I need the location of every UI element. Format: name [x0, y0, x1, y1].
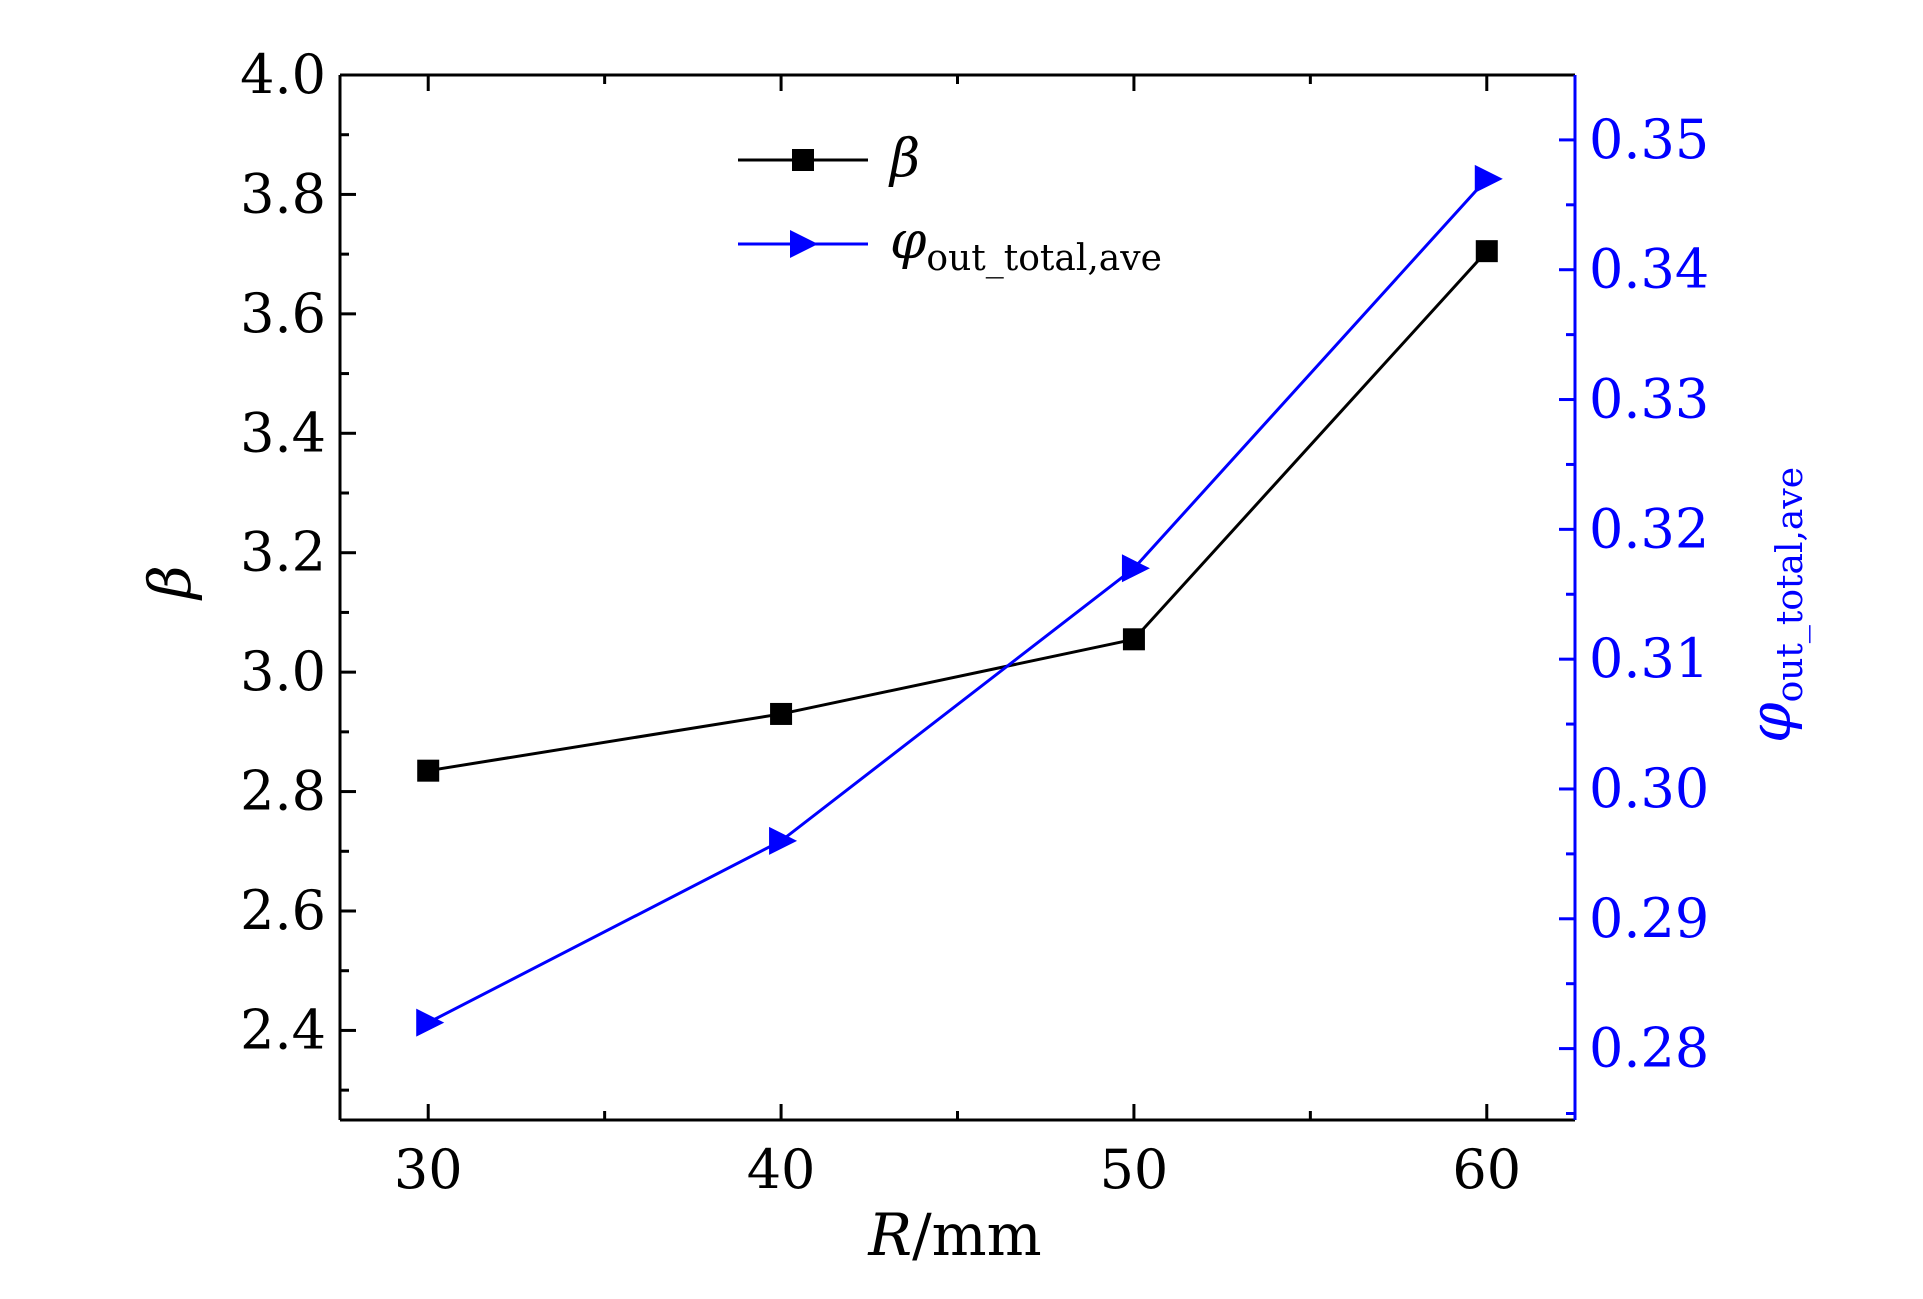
series-layer — [416, 164, 1503, 1037]
y-left-tick-label: 4.0 — [240, 43, 326, 106]
x-tick-label: 30 — [394, 1138, 463, 1201]
series-line-phi — [427, 177, 1488, 1024]
y-axis-right-title: φout_total,ave — [1736, 467, 1811, 743]
data-point-beta — [770, 702, 793, 725]
x-axis-title: R/mm — [867, 1201, 1041, 1269]
data-point-beta — [1475, 240, 1498, 263]
y-left-tick-label: 3.2 — [240, 521, 326, 584]
axes: 30 40 50 60 2.4 2.6 2.8 3.0 3.2 3.4 3.6 3.8 4.0 0.28 0… — [240, 43, 1709, 1201]
y-left-tick-label: 2.8 — [240, 760, 326, 823]
y-left-tick-label: 3.6 — [240, 282, 326, 345]
legend: β φout_total,ave — [738, 129, 1162, 279]
legend-label-beta: β — [888, 129, 920, 189]
legend-label-phi: φout_total,ave — [890, 211, 1162, 279]
legend-label-phi-sub: out_total,ave — [926, 238, 1161, 279]
series-line-beta — [427, 250, 1488, 773]
x-tick-label: 40 — [747, 1138, 816, 1201]
y-axis-left-title: β — [136, 565, 204, 601]
x-axis-title-var: R — [867, 1201, 912, 1269]
data-point-phi — [1121, 554, 1150, 583]
y-axis-right-title-sub: out_total,ave — [1770, 467, 1811, 702]
y-left-tick-label: 2.6 — [240, 879, 326, 942]
y-right-tick-label: 0.35 — [1589, 108, 1709, 171]
y-right-tick-label: 0.28 — [1589, 1017, 1709, 1080]
y-right-tick-label: 0.33 — [1589, 368, 1709, 431]
y-left-tick-label: 3.4 — [240, 401, 326, 464]
legend-label-phi-main: φ — [890, 211, 927, 271]
y-right-tick-label: 0.31 — [1589, 627, 1709, 690]
y-axis-right-title-main: φ — [1736, 702, 1804, 743]
data-point-phi — [769, 826, 798, 855]
y-right-tick-label: 0.29 — [1589, 887, 1709, 950]
y-left-tick-label: 3.0 — [240, 640, 326, 703]
svg-text:φout_total,ave: φout_total,ave — [1736, 467, 1811, 743]
y-left-tick-label: 3.8 — [240, 162, 326, 225]
y-right-tick-label: 0.34 — [1589, 238, 1709, 301]
legend-marker-beta — [792, 149, 814, 171]
data-point-phi — [416, 1008, 445, 1037]
x-tick-label: 60 — [1452, 1138, 1521, 1201]
x-axis-title-unit: /mm — [912, 1201, 1042, 1269]
data-point-beta — [417, 759, 440, 782]
y-right-tick-label: 0.30 — [1589, 757, 1709, 820]
data-point-phi — [1474, 164, 1503, 193]
y-left-tick-label: 2.4 — [240, 998, 326, 1061]
y-right-tick-label: 0.32 — [1589, 497, 1709, 560]
data-point-beta — [1122, 628, 1145, 651]
legend-marker-phi — [790, 230, 818, 258]
x-tick-label: 50 — [1100, 1138, 1169, 1201]
